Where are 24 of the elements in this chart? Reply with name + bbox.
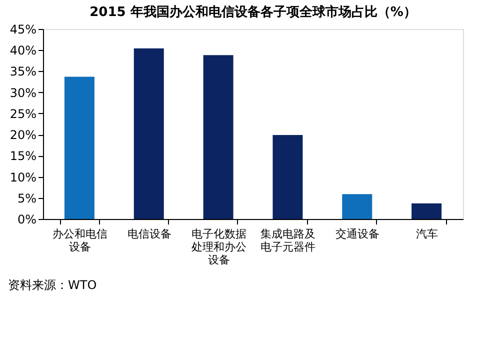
bar bbox=[272, 134, 303, 219]
y-tick-label: 20% bbox=[10, 128, 36, 142]
y-tick-label: 15% bbox=[10, 149, 36, 164]
bar bbox=[412, 203, 442, 219]
bar bbox=[203, 55, 234, 219]
y-tick-label: 35% bbox=[10, 64, 36, 79]
y-tick-label: 40% bbox=[10, 44, 36, 58]
y-tick-label: 10% bbox=[10, 170, 36, 184]
y-tick-label: 25% bbox=[10, 106, 36, 121]
bar bbox=[64, 76, 94, 219]
bar bbox=[134, 48, 164, 219]
y-tick-label: 5% bbox=[17, 191, 36, 206]
text: 资料来源：WTO bbox=[8, 278, 97, 292]
x-tick-label: 汽车 bbox=[416, 228, 438, 240]
y-tick-label: 30% bbox=[10, 86, 36, 100]
x-tick-label: 电信设备 bbox=[127, 228, 172, 240]
x-tick-label: 交通设备 bbox=[336, 228, 380, 240]
y-tick-label: 45% bbox=[10, 22, 36, 36]
x-tick-label: 集成电路及电子元器件 bbox=[260, 228, 316, 254]
x-tick-label: 办公和电信设备 bbox=[52, 228, 108, 254]
x-tick-label: 电子化数据处理和办公设备 bbox=[191, 228, 246, 266]
y-tick-label: 0% bbox=[17, 212, 36, 226]
chart-title: 2015 年我国办公和电信设备各子项全球市场占比（%） bbox=[90, 4, 416, 20]
bar bbox=[342, 194, 372, 219]
